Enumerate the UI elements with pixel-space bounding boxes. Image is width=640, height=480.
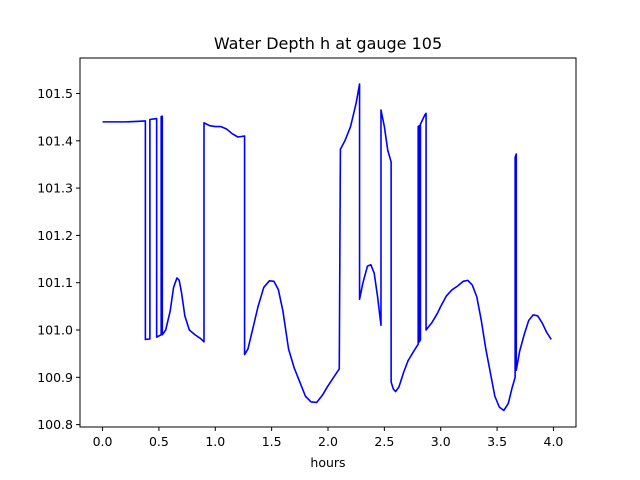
x-tick-label: 0.0 [93,434,113,449]
y-tick-label: 101.4 [37,133,73,148]
x-tick-label: 1.5 [262,434,282,449]
x-axis-label: hours [310,455,345,470]
y-tick-label: 101.1 [37,275,73,290]
y-tick-label: 101.5 [37,86,73,101]
chart-title: Water Depth h at gauge 105 [214,34,442,53]
x-tick-label: 3.5 [487,434,507,449]
y-tick-label: 101.0 [37,323,73,338]
x-tick-label: 1.0 [205,434,225,449]
y-tick-label: 100.9 [37,370,73,385]
x-axis: 0.0 0.5 1.0 1.5 2.0 2.5 3.0 3.5 4.0 [93,427,564,449]
x-tick-label: 0.5 [149,434,169,449]
series-line-0 [102,83,552,412]
x-tick-label: 3.0 [431,434,451,449]
y-tick-label: 101.2 [37,228,73,243]
y-axis: 100.8 100.9 101.0 101.1 101.2 101.3 101.4 101.5 [37,86,80,432]
y-tick-label: 100.8 [37,417,73,432]
x-tick-label: 2.0 [318,434,338,449]
series-group [102,83,552,412]
x-tick-label: 2.5 [374,434,394,449]
plot-area [79,57,577,428]
x-tick-label: 4.0 [544,434,564,449]
y-tick-label: 101.3 [37,181,73,196]
plot-frame [79,57,577,428]
